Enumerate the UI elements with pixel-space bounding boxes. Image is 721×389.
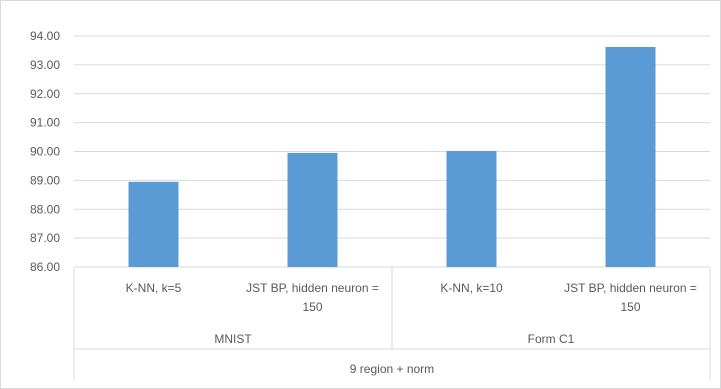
category-label: 150 xyxy=(620,300,640,314)
bar xyxy=(605,46,656,267)
group-label: MNIST xyxy=(214,332,252,346)
y-tick-label: 93.00 xyxy=(30,58,60,72)
y-tick-label: 92.00 xyxy=(30,87,60,101)
gridlines xyxy=(74,35,710,268)
bar xyxy=(128,181,179,267)
category-label: K-NN, k=5 xyxy=(126,281,182,295)
y-tick-label: 86.00 xyxy=(30,260,60,274)
bar xyxy=(446,150,497,267)
y-tick-label: 87.00 xyxy=(30,231,60,245)
category-label: JST BP, hidden neuron = xyxy=(564,281,697,295)
category-label: 150 xyxy=(302,300,322,314)
category-label: JST BP, hidden neuron = xyxy=(246,281,379,295)
y-tick-label: 89.00 xyxy=(30,173,60,187)
category-labels: K-NN, k=5 JST BP, hidden neuron = 150 K-NN,… xyxy=(126,281,697,314)
category-label: K-NN, k=10 xyxy=(440,281,503,295)
bar xyxy=(287,152,338,267)
y-tick-label: 94.00 xyxy=(30,29,60,43)
y-axis-tick-labels: 86.00 87.00 88.00 89.00 90.00 91.00 92.00 93.00… xyxy=(30,29,60,274)
super-group-label: 9 region + norm xyxy=(350,362,434,376)
y-tick-label: 88.00 xyxy=(30,202,60,216)
group-label: Form C1 xyxy=(528,332,575,346)
y-tick-label: 91.00 xyxy=(30,116,60,130)
bars xyxy=(128,46,656,267)
y-tick-label: 90.00 xyxy=(30,145,60,159)
group-labels: MNIST Form C1 9 region + norm xyxy=(73,267,711,381)
